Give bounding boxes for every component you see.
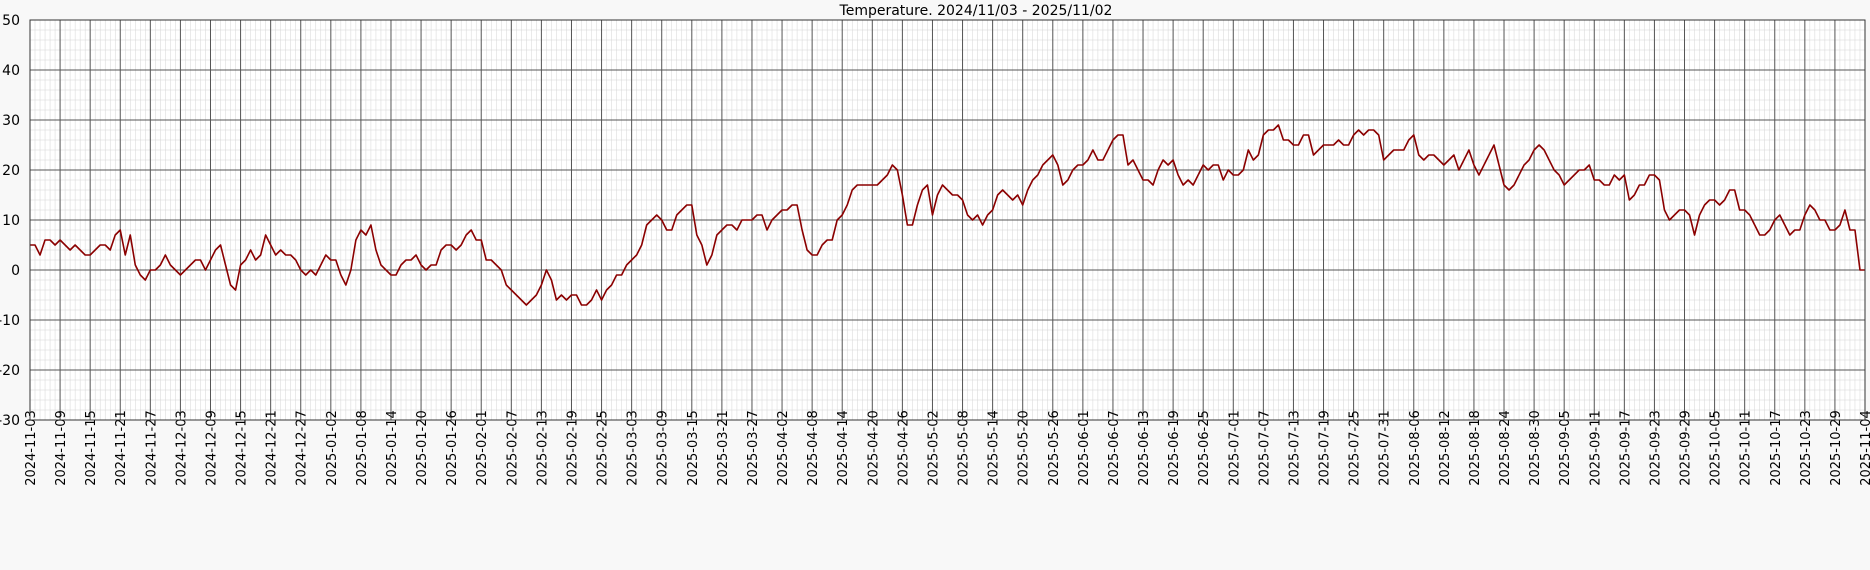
x-tick-label: 2025-06-13 bbox=[1137, 410, 1152, 486]
x-tick-label: 2025-02-01 bbox=[475, 410, 490, 486]
y-tick-label: 10 bbox=[2, 213, 20, 229]
x-tick-label: 2025-05-26 bbox=[1047, 410, 1062, 486]
y-tick-label: 50 bbox=[2, 13, 20, 29]
x-tick-label: 2025-05-14 bbox=[987, 410, 1002, 486]
x-tick-label: 2025-02-13 bbox=[535, 410, 550, 486]
x-tick-label: 2025-07-01 bbox=[1227, 410, 1242, 486]
x-tick-label: 2025-07-31 bbox=[1378, 410, 1393, 486]
x-tick-label: 2025-06-01 bbox=[1077, 410, 1092, 486]
x-tick-label: 2024-11-15 bbox=[84, 410, 99, 486]
y-tick-label: 0 bbox=[11, 263, 20, 279]
x-tick-label: 2025-10-05 bbox=[1709, 410, 1724, 486]
x-tick-label: 2025-10-23 bbox=[1799, 410, 1814, 486]
x-tick-label: 2025-01-08 bbox=[355, 410, 370, 486]
x-tick-label: 2025-08-12 bbox=[1438, 410, 1453, 486]
x-tick-label: 2025-06-25 bbox=[1197, 410, 1212, 486]
x-tick-label: 2024-11-27 bbox=[144, 410, 159, 486]
x-tick-label: 2024-12-27 bbox=[295, 410, 310, 486]
x-tick-label: 2025-11-04 bbox=[1859, 410, 1870, 486]
x-tick-label: 2025-08-30 bbox=[1528, 410, 1543, 486]
x-tick-label: 2025-07-13 bbox=[1287, 410, 1302, 486]
y-axis-ticks: 50 40 30 20 10 0 -10 -20 -30 bbox=[0, 13, 20, 429]
x-tick-label: 2024-12-09 bbox=[204, 410, 219, 486]
x-tick-label: 2025-03-09 bbox=[656, 410, 671, 486]
x-tick-label: 2025-07-07 bbox=[1257, 410, 1272, 486]
y-tick-label: 20 bbox=[2, 163, 20, 179]
y-tick-label: -10 bbox=[0, 313, 20, 329]
series-line-0 bbox=[30, 124, 1865, 306]
x-tick-label: 2025-01-26 bbox=[445, 410, 460, 486]
x-tick-label: 2025-09-05 bbox=[1558, 410, 1573, 486]
x-tick-label: 2025-04-26 bbox=[896, 410, 911, 486]
x-tick-label: 2025-07-19 bbox=[1318, 410, 1333, 486]
x-tick-label: 2024-12-03 bbox=[174, 410, 189, 486]
x-tick-label: 2025-02-25 bbox=[596, 410, 611, 486]
x-tick-label: 2025-04-20 bbox=[866, 410, 881, 486]
x-tick-label: 2025-10-11 bbox=[1739, 410, 1754, 486]
x-tick-label: 2025-10-17 bbox=[1769, 410, 1784, 486]
y-tick-label: 40 bbox=[2, 63, 20, 79]
x-tick-label: 2025-05-20 bbox=[1017, 410, 1032, 486]
x-axis-ticks: 2024-11-03 2024-11-09 2024-11-15 2024-11-21… bbox=[24, 410, 1870, 486]
x-tick-label: 2025-07-25 bbox=[1348, 410, 1363, 486]
x-tick-label: 2025-08-06 bbox=[1408, 410, 1423, 486]
x-tick-label: 2025-01-02 bbox=[325, 410, 340, 486]
x-tick-label: 2025-04-08 bbox=[806, 410, 821, 486]
x-tick-label: 2025-09-17 bbox=[1618, 410, 1633, 486]
x-tick-label: 2025-02-07 bbox=[505, 410, 520, 486]
x-tick-label: 2025-03-27 bbox=[746, 410, 761, 486]
x-tick-label: 2025-09-11 bbox=[1588, 410, 1603, 486]
x-tick-label: 2025-06-19 bbox=[1167, 410, 1182, 486]
x-tick-label: 2024-12-15 bbox=[235, 410, 250, 486]
x-tick-label: 2025-01-20 bbox=[415, 410, 430, 486]
y-tick-label: -30 bbox=[0, 413, 20, 429]
x-tick-label: 2025-04-02 bbox=[776, 410, 791, 486]
x-tick-label: 2025-02-19 bbox=[565, 410, 580, 486]
x-tick-label: 2025-01-14 bbox=[385, 410, 400, 486]
x-tick-label: 2025-09-29 bbox=[1679, 410, 1694, 486]
y-tick-label: 30 bbox=[2, 113, 20, 129]
plot-frame bbox=[29, 19, 1866, 421]
y-tick-label: -20 bbox=[0, 363, 20, 379]
x-tick-label: 2024-11-09 bbox=[54, 410, 69, 486]
x-tick-label: 2025-03-03 bbox=[626, 410, 641, 486]
major-gridlines bbox=[29, 19, 1866, 421]
x-tick-label: 2025-04-14 bbox=[836, 410, 851, 486]
x-tick-label: 2025-08-24 bbox=[1498, 410, 1513, 486]
x-tick-label: 2025-08-18 bbox=[1468, 410, 1483, 486]
series-group bbox=[30, 124, 1865, 306]
x-tick-label: 2024-11-21 bbox=[114, 410, 129, 486]
x-tick-label: 2024-11-03 bbox=[24, 410, 39, 486]
x-tick-label: 2025-05-08 bbox=[957, 410, 972, 486]
x-tick-label: 2025-10-29 bbox=[1829, 410, 1844, 486]
x-tick-label: 2024-12-21 bbox=[265, 410, 280, 486]
x-tick-label: 2025-03-21 bbox=[716, 410, 731, 486]
x-tick-label: 2025-05-02 bbox=[926, 410, 941, 486]
x-tick-label: 2025-03-15 bbox=[686, 410, 701, 486]
x-tick-label: 2025-06-07 bbox=[1107, 410, 1122, 486]
x-tick-label: 2025-09-23 bbox=[1648, 410, 1663, 486]
chart-title: Temperature. 2024/11/03 - 2025/11/02 bbox=[839, 3, 1113, 19]
